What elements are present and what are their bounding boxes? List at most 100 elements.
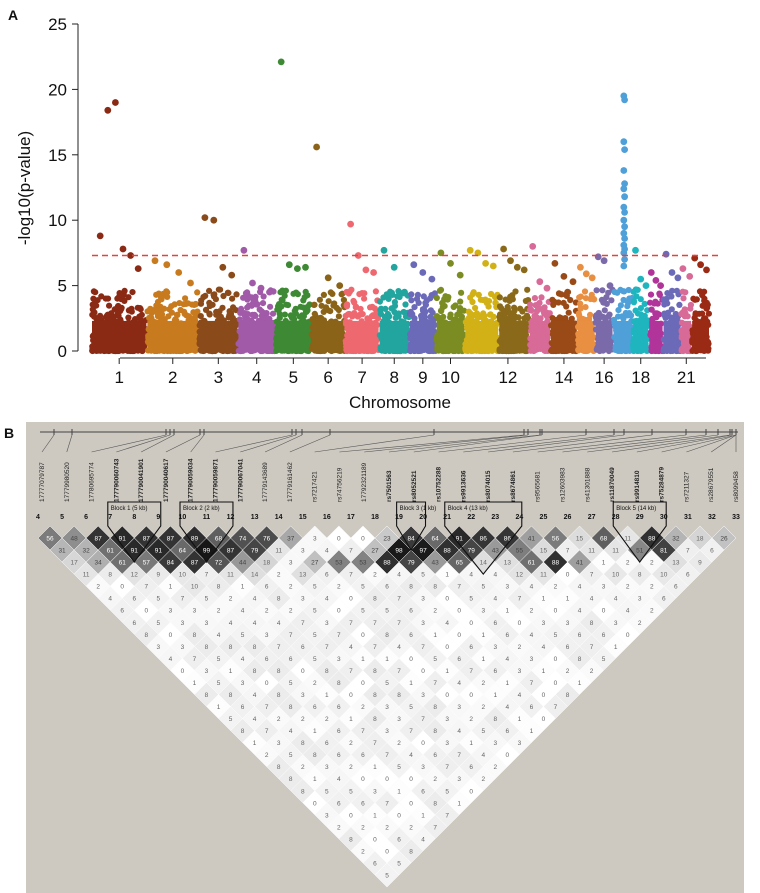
ld-value: 8 xyxy=(385,632,389,639)
ld-value: 8 xyxy=(325,668,329,675)
ld-value: 1 xyxy=(445,572,449,579)
ld-value: 5 xyxy=(433,656,437,663)
ld-value: 7 xyxy=(205,572,209,579)
snp-point xyxy=(112,99,119,106)
ld-value: 37 xyxy=(287,536,295,543)
marker-index: 27 xyxy=(588,514,596,521)
ld-value: 6 xyxy=(132,596,136,603)
ld-value: 0 xyxy=(337,608,341,615)
marker-index: 29 xyxy=(636,514,644,521)
ld-value: 7 xyxy=(590,644,594,651)
ld-value: 0 xyxy=(421,740,425,747)
panel-a-label: A xyxy=(8,7,18,23)
ld-value: 88 xyxy=(444,548,452,555)
ld-value: 0 xyxy=(469,620,473,627)
marker-label: 17780695774 xyxy=(89,462,96,502)
ld-value: 8 xyxy=(205,644,209,651)
ld-value: 0 xyxy=(445,596,449,603)
ld-value: 0 xyxy=(626,632,630,639)
ld-value: 53 xyxy=(359,560,367,567)
marker-label: rs12603983 xyxy=(560,467,567,502)
snp-point xyxy=(95,315,102,322)
ld-value: 2 xyxy=(217,608,221,615)
haplotype-block-label: Block 5 (14 kb) xyxy=(616,506,656,512)
ld-value: 8 xyxy=(289,704,293,711)
marker-label: rs8052521 xyxy=(411,470,418,502)
ld-value: 14 xyxy=(480,560,488,567)
ld-value: 61 xyxy=(107,548,115,555)
ld-value: 1 xyxy=(506,608,510,615)
data-points xyxy=(89,58,713,355)
ld-value: 7 xyxy=(397,620,401,627)
ld-value: 0 xyxy=(385,776,389,783)
ld-value: 7 xyxy=(469,668,473,675)
ld-value: 4 xyxy=(457,728,461,735)
marker-label: rs7211327 xyxy=(683,471,690,502)
ld-value: 1 xyxy=(385,656,389,663)
ld-value: 1 xyxy=(481,656,485,663)
ld-value: 8 xyxy=(217,584,221,591)
marker-index: 9 xyxy=(156,514,160,521)
ld-value: 15 xyxy=(576,536,584,543)
ld-value: 3 xyxy=(277,740,281,747)
ld-value: 8 xyxy=(349,836,353,843)
ld-value: 3 xyxy=(638,596,642,603)
ld-value: 3 xyxy=(518,668,522,675)
ld-value: 0 xyxy=(373,836,377,843)
ld-value: 7 xyxy=(385,752,389,759)
ld-value: 1 xyxy=(578,680,582,687)
ld-value: 4 xyxy=(542,644,546,651)
ld-value: 7 xyxy=(445,764,449,771)
ld-value: 5 xyxy=(313,608,317,615)
ld-value: 81 xyxy=(660,548,668,555)
ld-value: 2 xyxy=(409,824,413,831)
ld-value: 8 xyxy=(193,632,197,639)
snp-point xyxy=(119,292,126,299)
marker-label: 17779161462 xyxy=(287,462,294,502)
ld-value: 4 xyxy=(614,596,618,603)
ld-value: 6 xyxy=(662,596,666,603)
y-tick-label: 0 xyxy=(58,342,67,361)
ld-value: 11 xyxy=(588,548,595,555)
ld-value: 0 xyxy=(518,620,522,627)
ld-value: 0 xyxy=(469,788,473,795)
y-tick-label: 20 xyxy=(48,80,67,99)
marker-label: 177790041901 xyxy=(138,458,145,502)
ld-value: 12 xyxy=(516,572,524,579)
y-tick-label: 25 xyxy=(48,15,67,34)
ld-value: 6 xyxy=(301,644,305,651)
ld-value: 1 xyxy=(542,596,546,603)
ld-value: 5 xyxy=(241,632,245,639)
ld-value: 4 xyxy=(506,656,510,663)
snp-point xyxy=(134,304,141,311)
ld-value: 6 xyxy=(469,764,473,771)
ld-value: 8 xyxy=(313,752,317,759)
ld-value: 0 xyxy=(457,608,461,615)
ld-value: 6 xyxy=(337,800,341,807)
ld-value: 4 xyxy=(169,656,173,663)
snp-point xyxy=(92,289,99,296)
ld-value: 5 xyxy=(397,860,401,867)
marker-label: rs9913636 xyxy=(460,470,467,502)
ld-value: 0 xyxy=(554,680,558,687)
ld-value: 3 xyxy=(241,680,245,687)
ld-value: 86 xyxy=(504,536,512,543)
ld-value: 4 xyxy=(241,656,245,663)
snp-point xyxy=(127,252,134,259)
ld-value: 5 xyxy=(157,620,161,627)
ld-value: 2 xyxy=(337,824,341,831)
ld-value: 3 xyxy=(421,620,425,627)
ld-value: 0 xyxy=(457,632,461,639)
ld-value: 6 xyxy=(313,704,317,711)
ld-value: 6 xyxy=(265,584,269,591)
ld-value: 3 xyxy=(325,764,329,771)
ld-value: 3 xyxy=(301,692,305,699)
ld-value: 5 xyxy=(481,728,485,735)
ld-value: 6 xyxy=(566,644,570,651)
ld-value: 7 xyxy=(518,596,522,603)
ld-value: 0 xyxy=(602,608,606,615)
ld-value: 13 xyxy=(504,560,512,567)
ld-value: 3 xyxy=(530,656,534,663)
ld-value: 8 xyxy=(373,596,377,603)
ld-value: 0 xyxy=(409,656,413,663)
